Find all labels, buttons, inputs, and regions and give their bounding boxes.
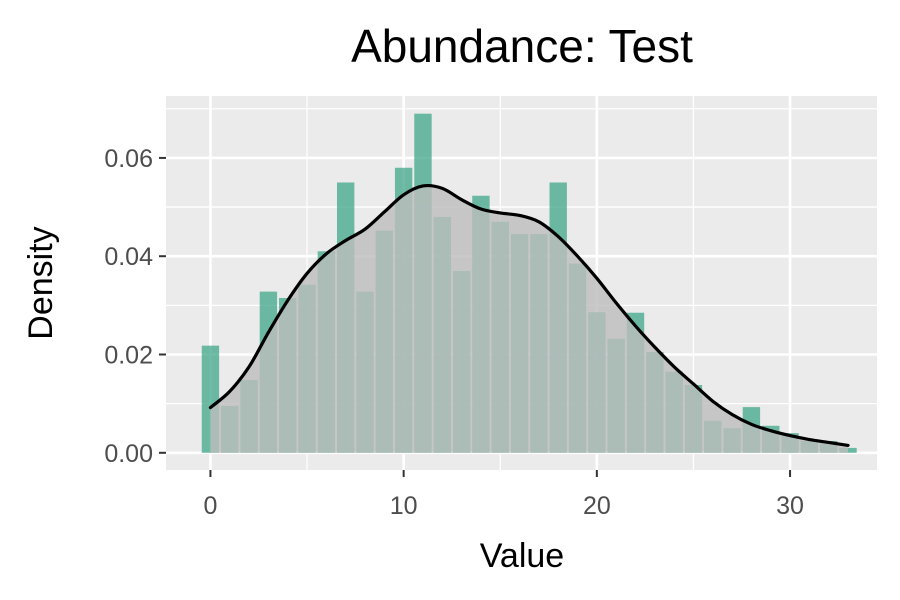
x-tick-label: 0	[203, 492, 217, 520]
y-axis: 0.00 0.02 0.04 0.06	[104, 145, 166, 468]
x-tick-label: 30	[776, 492, 804, 520]
y-axis-title: Density	[22, 226, 60, 339]
density-area	[210, 185, 849, 453]
chart-title: Abundance: Test	[351, 20, 693, 72]
x-tick-label: 20	[583, 492, 611, 520]
density-line	[208, 183, 850, 448]
y-tick-label: 0.04	[104, 243, 153, 271]
x-axis-title: Value	[480, 537, 564, 575]
x-tick-label: 10	[390, 492, 418, 520]
y-tick-label: 0.02	[104, 342, 153, 370]
y-tick-label: 0.06	[104, 145, 153, 173]
x-axis: 0 10 20 30	[203, 470, 804, 520]
y-tick-label: 0.00	[104, 440, 153, 468]
density-curve-group	[208, 183, 850, 453]
